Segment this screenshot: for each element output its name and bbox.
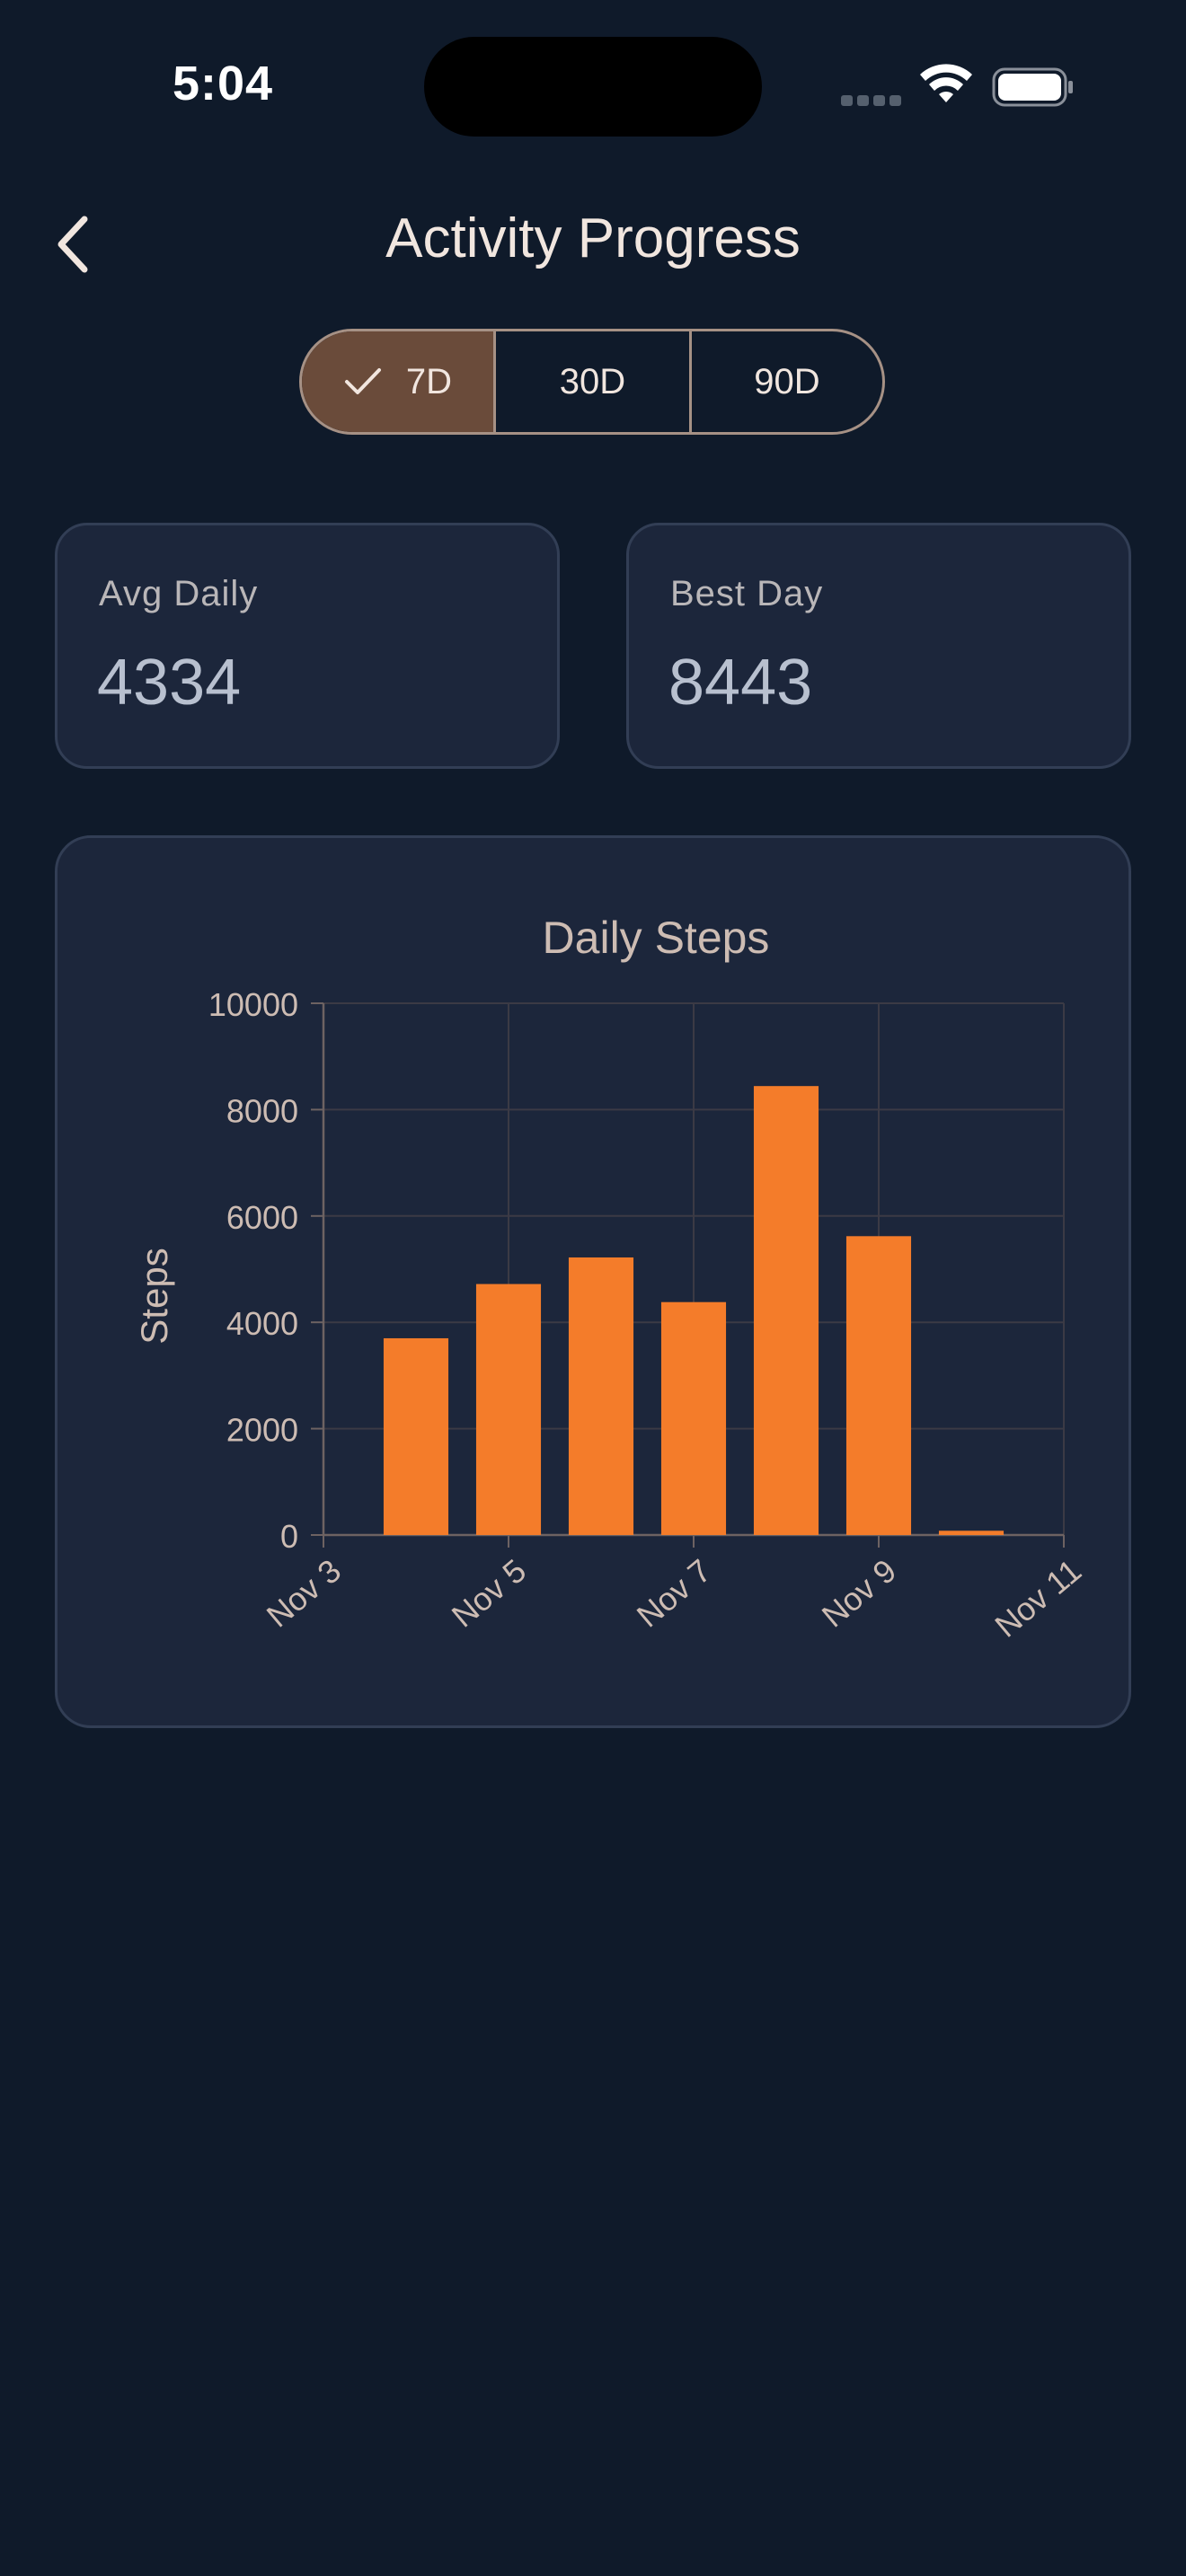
y-tick-label: 10000 (208, 986, 298, 1023)
range-option-90d[interactable]: 90D (692, 331, 882, 432)
cellular-signal-icon (841, 95, 902, 106)
bar (753, 1086, 819, 1535)
daily-steps-chart-card: Daily Steps Steps 0 2000 4000 6000 8000 10000 No… (55, 835, 1131, 1728)
bar (383, 1337, 449, 1535)
y-tick-label: 4000 (226, 1305, 298, 1342)
bar (660, 1301, 727, 1535)
y-axis-label: Steps (133, 1248, 175, 1344)
range-option-label: 30D (559, 361, 626, 401)
x-tick-label: Nov 3 (260, 1552, 348, 1635)
avg-daily-value: 4334 (97, 647, 242, 719)
avg-daily-label: Avg Daily (99, 574, 259, 613)
status-time: 5:04 (173, 57, 274, 110)
range-segmented-control: 7D 30D 90D (299, 329, 885, 435)
x-tick-label: Nov 11 (987, 1552, 1088, 1645)
avg-daily-card: Avg Daily 4334 (55, 523, 560, 769)
bar (475, 1284, 542, 1535)
dynamic-island (424, 37, 762, 137)
y-tick-label: 0 (280, 1518, 298, 1555)
x-tick-label: Nov 5 (445, 1552, 533, 1635)
checkmark-icon (344, 368, 381, 394)
bar (938, 1531, 1005, 1535)
battery-icon (992, 67, 1073, 107)
bar (568, 1257, 634, 1535)
x-tick-label: Nov 7 (630, 1552, 718, 1635)
chevron-left-icon (58, 216, 88, 273)
bar (845, 1236, 912, 1535)
best-day-value: 8443 (668, 647, 813, 719)
status-bar: 5:04 (0, 0, 1186, 180)
range-option-30d[interactable]: 30D (496, 331, 692, 432)
range-option-label: 90D (754, 361, 820, 401)
back-button[interactable] (50, 208, 104, 280)
page-title: Activity Progress (385, 207, 801, 269)
best-day-label: Best Day (670, 574, 824, 613)
range-option-7d[interactable]: 7D (302, 331, 496, 432)
best-day-card: Best Day 8443 (626, 523, 1131, 769)
y-tick-label: 8000 (226, 1092, 298, 1129)
x-tick-label: Nov 9 (815, 1552, 903, 1635)
range-option-label: 7D (405, 361, 453, 401)
y-tick-label: 2000 (226, 1412, 298, 1449)
wifi-icon (920, 64, 972, 102)
chart-title: Daily Steps (543, 913, 770, 963)
daily-steps-chart: Daily Steps Steps 0 2000 4000 6000 8000 10000 No… (133, 913, 1088, 1645)
y-tick-label: 6000 (226, 1199, 298, 1236)
